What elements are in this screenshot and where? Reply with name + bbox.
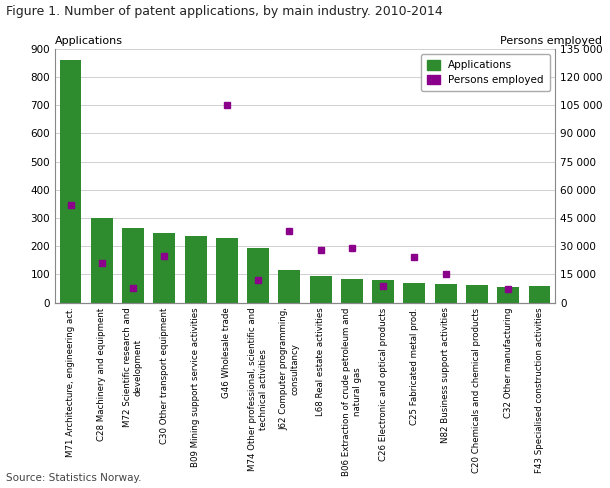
Bar xyxy=(247,248,269,303)
Bar xyxy=(216,238,238,303)
Bar xyxy=(466,285,488,303)
Bar xyxy=(278,270,300,303)
Bar xyxy=(310,276,332,303)
Text: Figure 1. Number of patent applications, by main industry. 2010-2014: Figure 1. Number of patent applications,… xyxy=(6,5,443,18)
Bar xyxy=(497,287,519,303)
Text: Source: Statistics Norway.: Source: Statistics Norway. xyxy=(6,473,142,483)
Bar xyxy=(341,280,363,303)
Bar xyxy=(91,218,113,303)
Bar xyxy=(403,284,425,303)
Legend: Applications, Persons employed: Applications, Persons employed xyxy=(421,54,550,91)
Bar xyxy=(372,280,394,303)
Bar xyxy=(60,60,82,303)
Bar xyxy=(185,236,207,303)
Bar xyxy=(528,286,550,303)
Bar xyxy=(153,233,175,303)
Bar xyxy=(122,228,144,303)
Bar xyxy=(435,284,457,303)
Text: Applications: Applications xyxy=(55,36,123,46)
Text: Persons employed: Persons employed xyxy=(500,36,602,46)
